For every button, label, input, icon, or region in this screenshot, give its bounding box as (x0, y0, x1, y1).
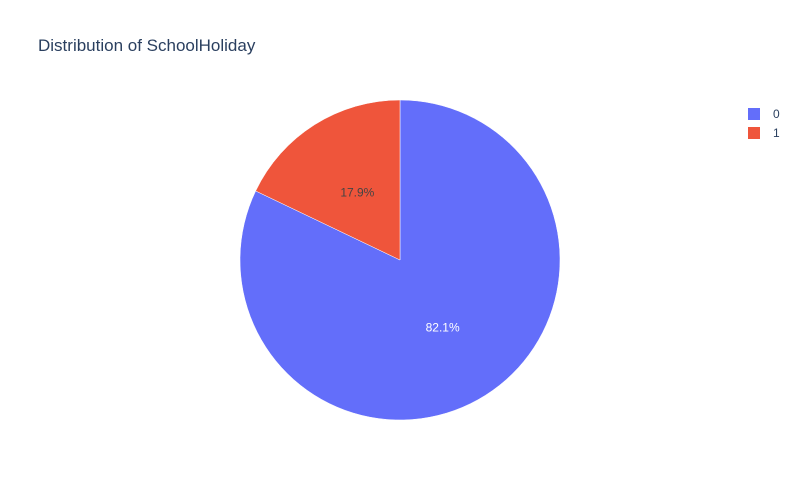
pie-slice-1[interactable] (255, 99, 401, 261)
pie: 82.1% 17.9% (239, 99, 561, 421)
legend-swatch-0 (748, 108, 760, 120)
legend-swatch-1 (748, 127, 760, 139)
legend-item-1[interactable]: 1 (748, 126, 780, 140)
legend-label-1: 1 (773, 126, 780, 140)
legend-label-0: 0 (773, 107, 780, 121)
slice-label-1: 17.9% (340, 185, 374, 199)
legend-item-0[interactable]: 0 (748, 107, 780, 121)
chart-title: Distribution of SchoolHoliday (38, 36, 256, 55)
slice-label-0: 82.1% (426, 321, 460, 335)
legend: 01 (748, 107, 780, 140)
